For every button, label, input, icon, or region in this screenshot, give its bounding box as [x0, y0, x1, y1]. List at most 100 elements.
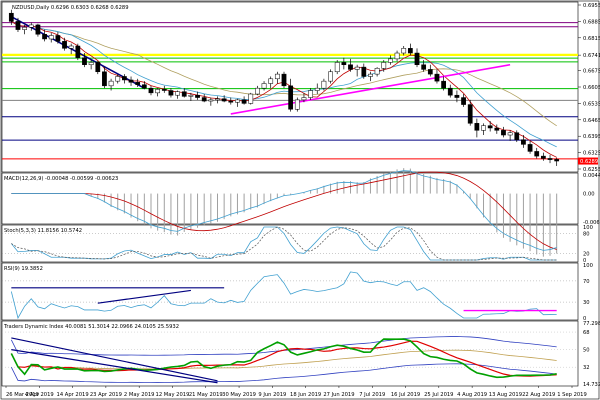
pane-frame-stoch — [1, 224, 579, 263]
rsi-axis-label: 30 — [583, 300, 590, 306]
candle-body — [547, 158, 553, 160]
stoch-axis-label: 100 — [583, 225, 593, 231]
rsi-line — [10, 271, 557, 320]
time-axis-label: 27 Jun 2019 — [323, 392, 354, 398]
candle-body — [155, 89, 161, 94]
candle-body — [354, 66, 360, 70]
candle-body — [414, 52, 420, 65]
candle-body — [341, 62, 347, 65]
candle-body — [554, 159, 560, 162]
macd-axis-label: 0.00441 — [583, 173, 600, 179]
candle-body — [501, 130, 506, 136]
candle-body — [447, 87, 453, 96]
price-axis-label: 0.6885 — [583, 19, 600, 25]
candle-body — [248, 93, 254, 104]
price-axis-label: 0.6675 — [583, 69, 600, 75]
tdi-middle-line — [10, 349, 557, 370]
candle-body — [108, 80, 114, 87]
candle-body — [181, 91, 187, 97]
candle-body — [474, 123, 480, 131]
tdi-trendline — [11, 337, 218, 382]
time-axis-label: 16 Jul 2019 — [391, 392, 420, 398]
candle-body — [368, 73, 373, 77]
candle-body — [394, 52, 400, 60]
symbol-header: NZDUSD,Daily 0.6296 0.6303 0.6268 0.6289 — [12, 5, 129, 11]
time-axis-label: 22 Aug 2019 — [522, 392, 555, 398]
candle-body — [221, 98, 227, 102]
candle-body — [195, 94, 200, 98]
tdi-axis-label: 32 — [583, 365, 590, 371]
candle-body — [28, 24, 34, 28]
tdi-trendline — [11, 349, 218, 384]
rsi-label: RSI(9) 19.3852 — [4, 266, 43, 272]
candle-body — [314, 87, 320, 91]
pane-frame-tdi — [1, 320, 579, 387]
candle-body — [274, 73, 280, 80]
current-price-label: 0.6289 — [580, 159, 598, 165]
time-axis-label: 14 Apr 2019 — [57, 392, 89, 398]
time-axis-label: 26 Mar 2019 — [6, 392, 39, 398]
candle-body — [540, 155, 546, 159]
macd-main-line — [11, 170, 557, 251]
candle-body — [168, 90, 174, 96]
candle-body — [467, 104, 473, 124]
candle-body — [421, 64, 427, 70]
tdi-axis-label: 77.2982 — [583, 321, 600, 327]
candle-body — [407, 48, 413, 54]
macd-signal-line — [11, 171, 557, 250]
price-axis-label: 0.6255 — [583, 167, 600, 173]
candle-body — [321, 80, 327, 89]
candle-body — [241, 99, 247, 104]
candle-body — [261, 83, 267, 89]
tdi-axis-label: 68 — [583, 330, 590, 336]
time-axis-label: 9 Jun 2019 — [258, 392, 286, 398]
candle-body — [75, 45, 81, 58]
time-axis-label: 12 May 2019 — [156, 392, 190, 398]
candle-body — [208, 99, 214, 102]
candle-body — [161, 89, 167, 91]
candle-body — [281, 73, 287, 87]
candle-body — [255, 87, 260, 95]
price-axis-label: 0.6815 — [583, 36, 600, 42]
candle-body — [461, 97, 466, 105]
tdi-lower-band — [10, 363, 557, 383]
candle-body — [481, 125, 486, 131]
candle-body — [188, 94, 194, 97]
candle-body — [95, 62, 101, 73]
time-axis-label: 4 Apr 2019 — [25, 392, 54, 398]
price-axis-label: 0.6605 — [583, 85, 600, 91]
rsi-axis-label: 0 — [583, 316, 586, 322]
pane-frame-macd — [1, 172, 579, 225]
price-axis-label: 0.6395 — [583, 134, 600, 140]
candle-body — [301, 97, 307, 101]
candle-body — [527, 144, 533, 152]
candle-body — [8, 12, 14, 22]
candle-body — [361, 66, 367, 77]
tdi-rsi-line — [10, 338, 557, 379]
macd-label: MACD(12,26,9) -0.00048 -0.00599 -0.00623 — [4, 176, 118, 182]
candle-body — [201, 97, 207, 102]
candle-body — [22, 27, 28, 30]
pane-frame-rsi — [1, 262, 579, 321]
moving-average-mid — [11, 21, 557, 148]
candle-body — [55, 35, 61, 42]
candle-body — [42, 34, 47, 40]
candle-body — [122, 76, 127, 81]
candle-body — [35, 24, 41, 35]
candle-body — [288, 85, 294, 110]
candle-body — [514, 132, 520, 140]
candle-body — [15, 21, 21, 30]
candle-body — [294, 99, 300, 110]
candle-body — [494, 127, 500, 131]
candle-body — [228, 100, 234, 103]
stoch-axis-label: 20 — [583, 251, 590, 257]
price-axis-label: 0.6325 — [583, 151, 600, 157]
candle-body — [102, 71, 107, 87]
candle-body — [215, 98, 220, 101]
candle-body — [128, 79, 134, 83]
candle-body — [427, 69, 433, 75]
candle-body — [148, 87, 154, 94]
stoch-d-line — [11, 226, 557, 261]
stoch-k-line — [11, 226, 557, 261]
